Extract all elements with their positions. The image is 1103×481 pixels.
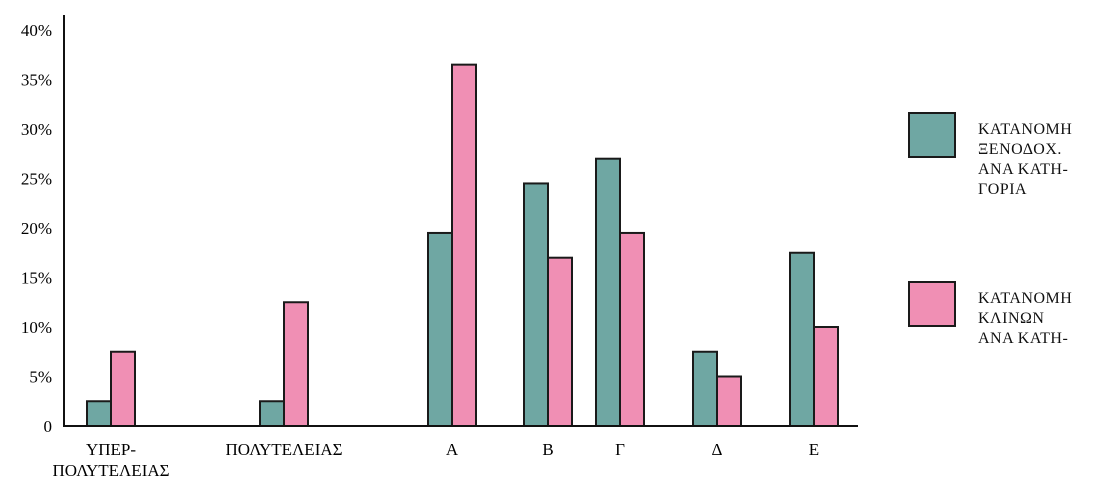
x-category-label: ΠΟΛΥΤΕΛΕΙΑΣ <box>225 440 342 459</box>
legend-line: ΓΟΡΙΑ <box>978 181 1028 198</box>
bar-beds-2 <box>451 63 477 428</box>
y-tick-label: 30% <box>21 120 52 139</box>
legend-label-hotels: ΚΑΤΑΝΟΜΗ ΞΕΝΟΔΟΧ. ΑΝΑ ΚΑΤΗ- ΓΟΡΙΑ <box>978 120 1103 200</box>
bar-beds-1 <box>283 301 309 427</box>
y-tick-label: 20% <box>21 219 52 238</box>
bar-hotels-5 <box>692 350 718 427</box>
bar-hotels-0 <box>86 400 112 427</box>
legend-line: ΑΝΑ ΚΑΤΗ- <box>978 161 1069 178</box>
x-category-label: Γ <box>615 440 625 459</box>
bar-beds-6 <box>813 326 839 427</box>
x-category-label: Α <box>446 440 459 459</box>
y-tick-label: 15% <box>21 269 52 288</box>
y-tick-label: 10% <box>21 318 52 337</box>
legend-swatch-beds <box>908 281 956 327</box>
bar-hotels-2 <box>427 231 453 427</box>
y-tick-label: 40% <box>21 21 52 40</box>
legend-line: ΚΛΙΝΩΝ <box>978 310 1045 327</box>
legend-label-beds: ΚΑΤΑΝΟΜΗ ΚΛΙΝΩΝ ΑΝΑ ΚΑΤΗ- <box>978 289 1103 349</box>
legend-swatch-hotels <box>908 112 956 158</box>
bar-beds-0 <box>110 350 136 427</box>
bar-hotels-6 <box>789 251 815 427</box>
y-axis-ticks: 0 5% 10% 15% 20% 25% 30% 35% 40% <box>21 21 52 436</box>
x-category-label: Ε <box>809 440 819 459</box>
y-tick-label: 25% <box>21 170 52 189</box>
bar-beds-4 <box>619 231 645 427</box>
bar-beds-5 <box>716 375 742 427</box>
x-category-label: Β <box>542 440 553 459</box>
bar-beds-3 <box>547 256 573 428</box>
y-tick-label: 0 <box>44 417 53 436</box>
bars-group <box>86 63 839 428</box>
x-axis-labels: ΥΠΕΡ-ΠΟΛΥΤΕΛΕΙΑΣ ΠΟΛΥΤΕΛΕΙΑΣ Α Β Γ Δ Ε <box>52 440 819 480</box>
y-tick-label: 35% <box>21 71 52 90</box>
bar-hotels-4 <box>595 157 621 427</box>
legend-line: ΚΑΤΑΝΟΜΗ <box>978 290 1073 307</box>
y-tick-label: 5% <box>29 368 52 387</box>
legend-line: ΚΑΤΑΝΟΜΗ <box>978 121 1073 138</box>
legend-line: ΞΕΝΟΔΟΧ. <box>978 141 1062 158</box>
bar-hotels-3 <box>523 182 549 427</box>
x-category-label: ΥΠΕΡ-ΠΟΛΥΤΕΛΕΙΑΣ <box>52 440 169 480</box>
x-category-label: Δ <box>712 440 723 459</box>
legend-line: ΑΝΑ ΚΑΤΗ- <box>978 330 1069 347</box>
bar-hotels-1 <box>259 400 285 427</box>
